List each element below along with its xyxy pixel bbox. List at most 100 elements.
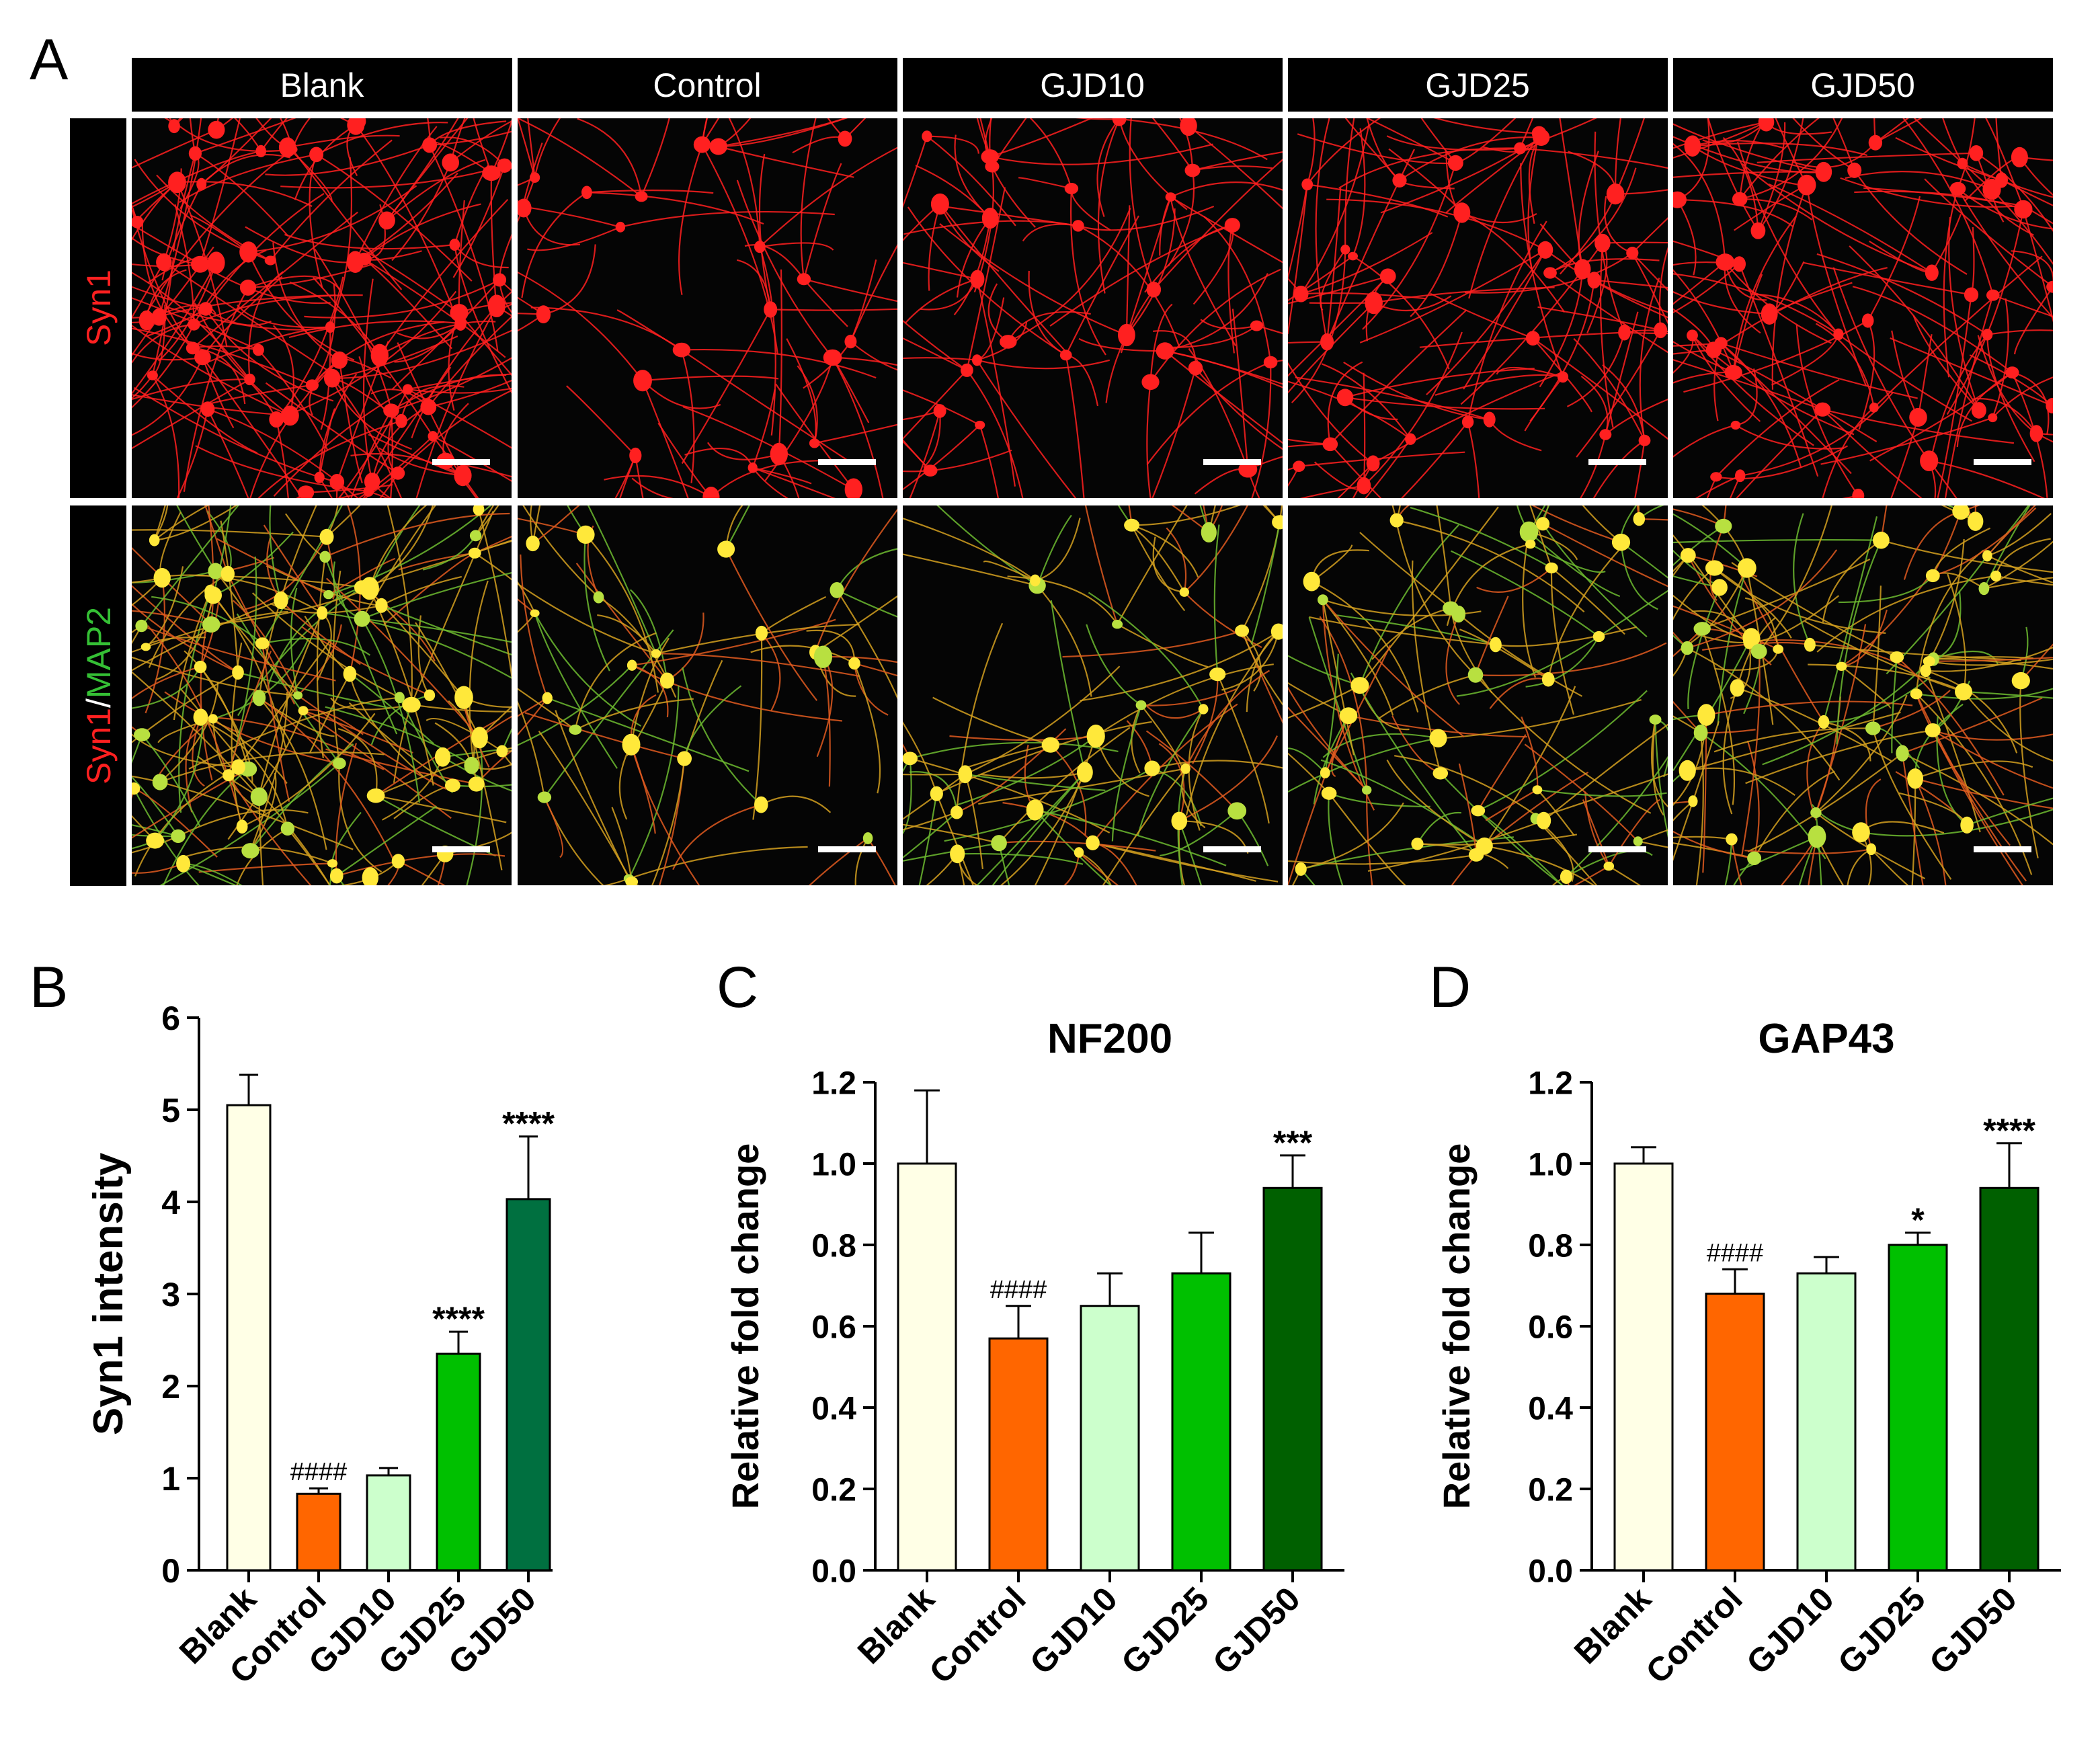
neurite: [178, 124, 293, 152]
neuron-soma: [1949, 181, 1966, 196]
neurite: [1078, 852, 1112, 885]
neurite: [1348, 715, 1527, 738]
neuron-soma: [1272, 515, 1283, 530]
neuron-soma: [625, 877, 639, 885]
neurite: [1352, 128, 1366, 257]
neurite: [1701, 628, 1736, 805]
neurite: [132, 324, 291, 417]
neuron-soma: [1026, 799, 1044, 821]
y-tick-label: 0: [161, 1552, 180, 1590]
neuron-soma: [434, 747, 451, 767]
neuron-soma: [950, 844, 965, 864]
neuron-soma: [933, 404, 946, 418]
neurite: [349, 674, 424, 777]
neurite: [1080, 631, 1279, 702]
neuron-soma: [629, 447, 642, 464]
neurite: [752, 467, 836, 498]
neurite: [1131, 524, 1199, 578]
neurite: [190, 214, 249, 253]
neuron-soma: [530, 172, 540, 183]
neuron-soma: [1711, 579, 1728, 596]
neurite: [265, 144, 430, 176]
neuron-soma: [985, 160, 1000, 173]
neurite: [386, 159, 486, 221]
neurite: [1946, 209, 2024, 415]
neurite: [1875, 118, 1909, 144]
neurite: [832, 357, 884, 498]
neuron-soma: [1543, 267, 1557, 279]
neurite: [177, 181, 313, 207]
neuron-soma: [1135, 700, 1147, 711]
neuron-soma: [1750, 222, 1766, 239]
neuron-soma: [1735, 469, 1746, 483]
neuron-soma: [1865, 721, 1881, 735]
neurite: [1301, 292, 1427, 300]
neuron-soma: [1868, 134, 1883, 151]
neurite: [1687, 647, 1841, 781]
neurite: [1957, 188, 2053, 230]
neurite: [1319, 616, 1368, 791]
neuron-soma: [622, 733, 641, 756]
neurite: [1901, 753, 1924, 885]
significance-label: *: [1911, 1201, 1925, 1239]
microscopy-tile: [518, 118, 897, 498]
neuron-soma: [1982, 550, 1992, 562]
neurite: [1373, 286, 1555, 304]
neurite: [520, 554, 549, 698]
neurite: [1717, 567, 1748, 726]
neuron-soma: [1810, 807, 1822, 818]
neuron-soma: [153, 568, 171, 588]
neuron-soma: [1732, 192, 1748, 206]
neurite: [244, 536, 327, 610]
neurite: [1344, 397, 1545, 410]
neurite: [1160, 810, 1238, 857]
neurite: [701, 118, 708, 145]
neuron-soma: [1982, 178, 2001, 200]
neurite: [1771, 184, 1808, 390]
neurite: [306, 484, 393, 493]
neurite: [1832, 267, 1930, 462]
neurite: [1858, 320, 1875, 430]
neuron-soma: [366, 788, 385, 803]
neurite: [518, 313, 544, 332]
neurite: [944, 768, 1153, 842]
neurite: [450, 118, 466, 163]
neurite: [1791, 142, 1876, 169]
neurite: [1329, 444, 1382, 498]
neurite: [1288, 438, 1330, 445]
x-tick-label: GJD50: [1205, 1580, 1307, 1682]
y-tick-label: 5: [161, 1092, 180, 1129]
neurite: [534, 118, 561, 178]
neurite: [320, 327, 331, 430]
neuron-soma: [1293, 460, 1305, 472]
neurite: [1301, 232, 1433, 295]
neuron-soma: [1293, 286, 1309, 302]
neurite: [132, 297, 259, 351]
neurite: [1911, 778, 1916, 885]
neuron-soma: [981, 208, 999, 229]
neurite: [518, 296, 544, 315]
neurite: [1288, 275, 1389, 305]
y-tick-label: 1.0: [1528, 1147, 1573, 1182]
neurite: [288, 320, 461, 339]
neurite: [1475, 674, 1652, 814]
neurite: [155, 595, 214, 681]
neurite: [1131, 505, 1241, 526]
neuron-soma: [236, 819, 248, 834]
neurite: [1724, 839, 1733, 885]
neuron-soma: [1804, 637, 1816, 652]
neurite: [1673, 143, 1726, 262]
neurite: [313, 277, 434, 437]
neuron-soma: [1389, 513, 1404, 528]
neurite: [276, 419, 289, 498]
y-tick-label: 0.0: [811, 1553, 856, 1589]
neurite: [316, 557, 326, 759]
neurite: [132, 671, 260, 797]
neurite: [1539, 269, 1584, 388]
neurite: [1928, 460, 1957, 498]
neurite: [270, 139, 393, 261]
neuron-soma: [454, 464, 472, 487]
neuron-soma: [1960, 816, 1974, 834]
neuron-soma: [1925, 569, 1940, 583]
neurite: [1170, 196, 1283, 264]
